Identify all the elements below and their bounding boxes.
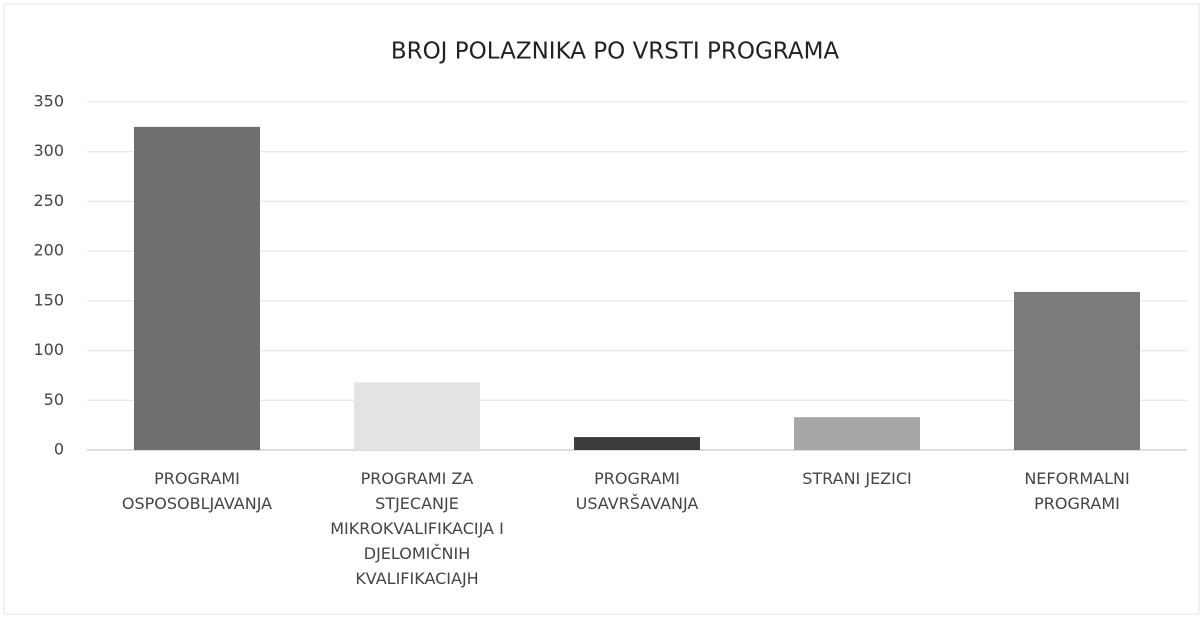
y-tick-label: 0 [54, 440, 64, 459]
bar [1014, 291, 1140, 450]
bar [134, 126, 260, 450]
y-tick-label: 250 [33, 191, 64, 210]
y-tick-label: 150 [33, 290, 64, 309]
x-tick-label: PROGRAMI OSPOSOBLJAVANJA [121, 469, 273, 513]
x-tick-label: PROGRAMI USAVRŠAVANJA [575, 469, 699, 513]
x-tick-label: STRANI JEZICI [802, 469, 912, 488]
y-tick-label: 350 [33, 92, 64, 111]
x-tick-label: PROGRAMI ZA STJECANJE MIKROKVALIFIKACIJA… [330, 469, 504, 588]
y-tick-label: 300 [33, 141, 64, 160]
x-tick-label: NEFORMALNI PROGRAMI [1024, 469, 1130, 513]
y-tick-label: 50 [44, 390, 64, 409]
y-tick-label: 100 [33, 340, 64, 359]
bar [794, 417, 920, 450]
bar [574, 437, 700, 450]
chart-title: BROJ POLAZNIKA PO VRSTI PROGRAMA [391, 39, 840, 65]
bar [354, 382, 480, 450]
y-tick-label: 200 [33, 241, 64, 260]
